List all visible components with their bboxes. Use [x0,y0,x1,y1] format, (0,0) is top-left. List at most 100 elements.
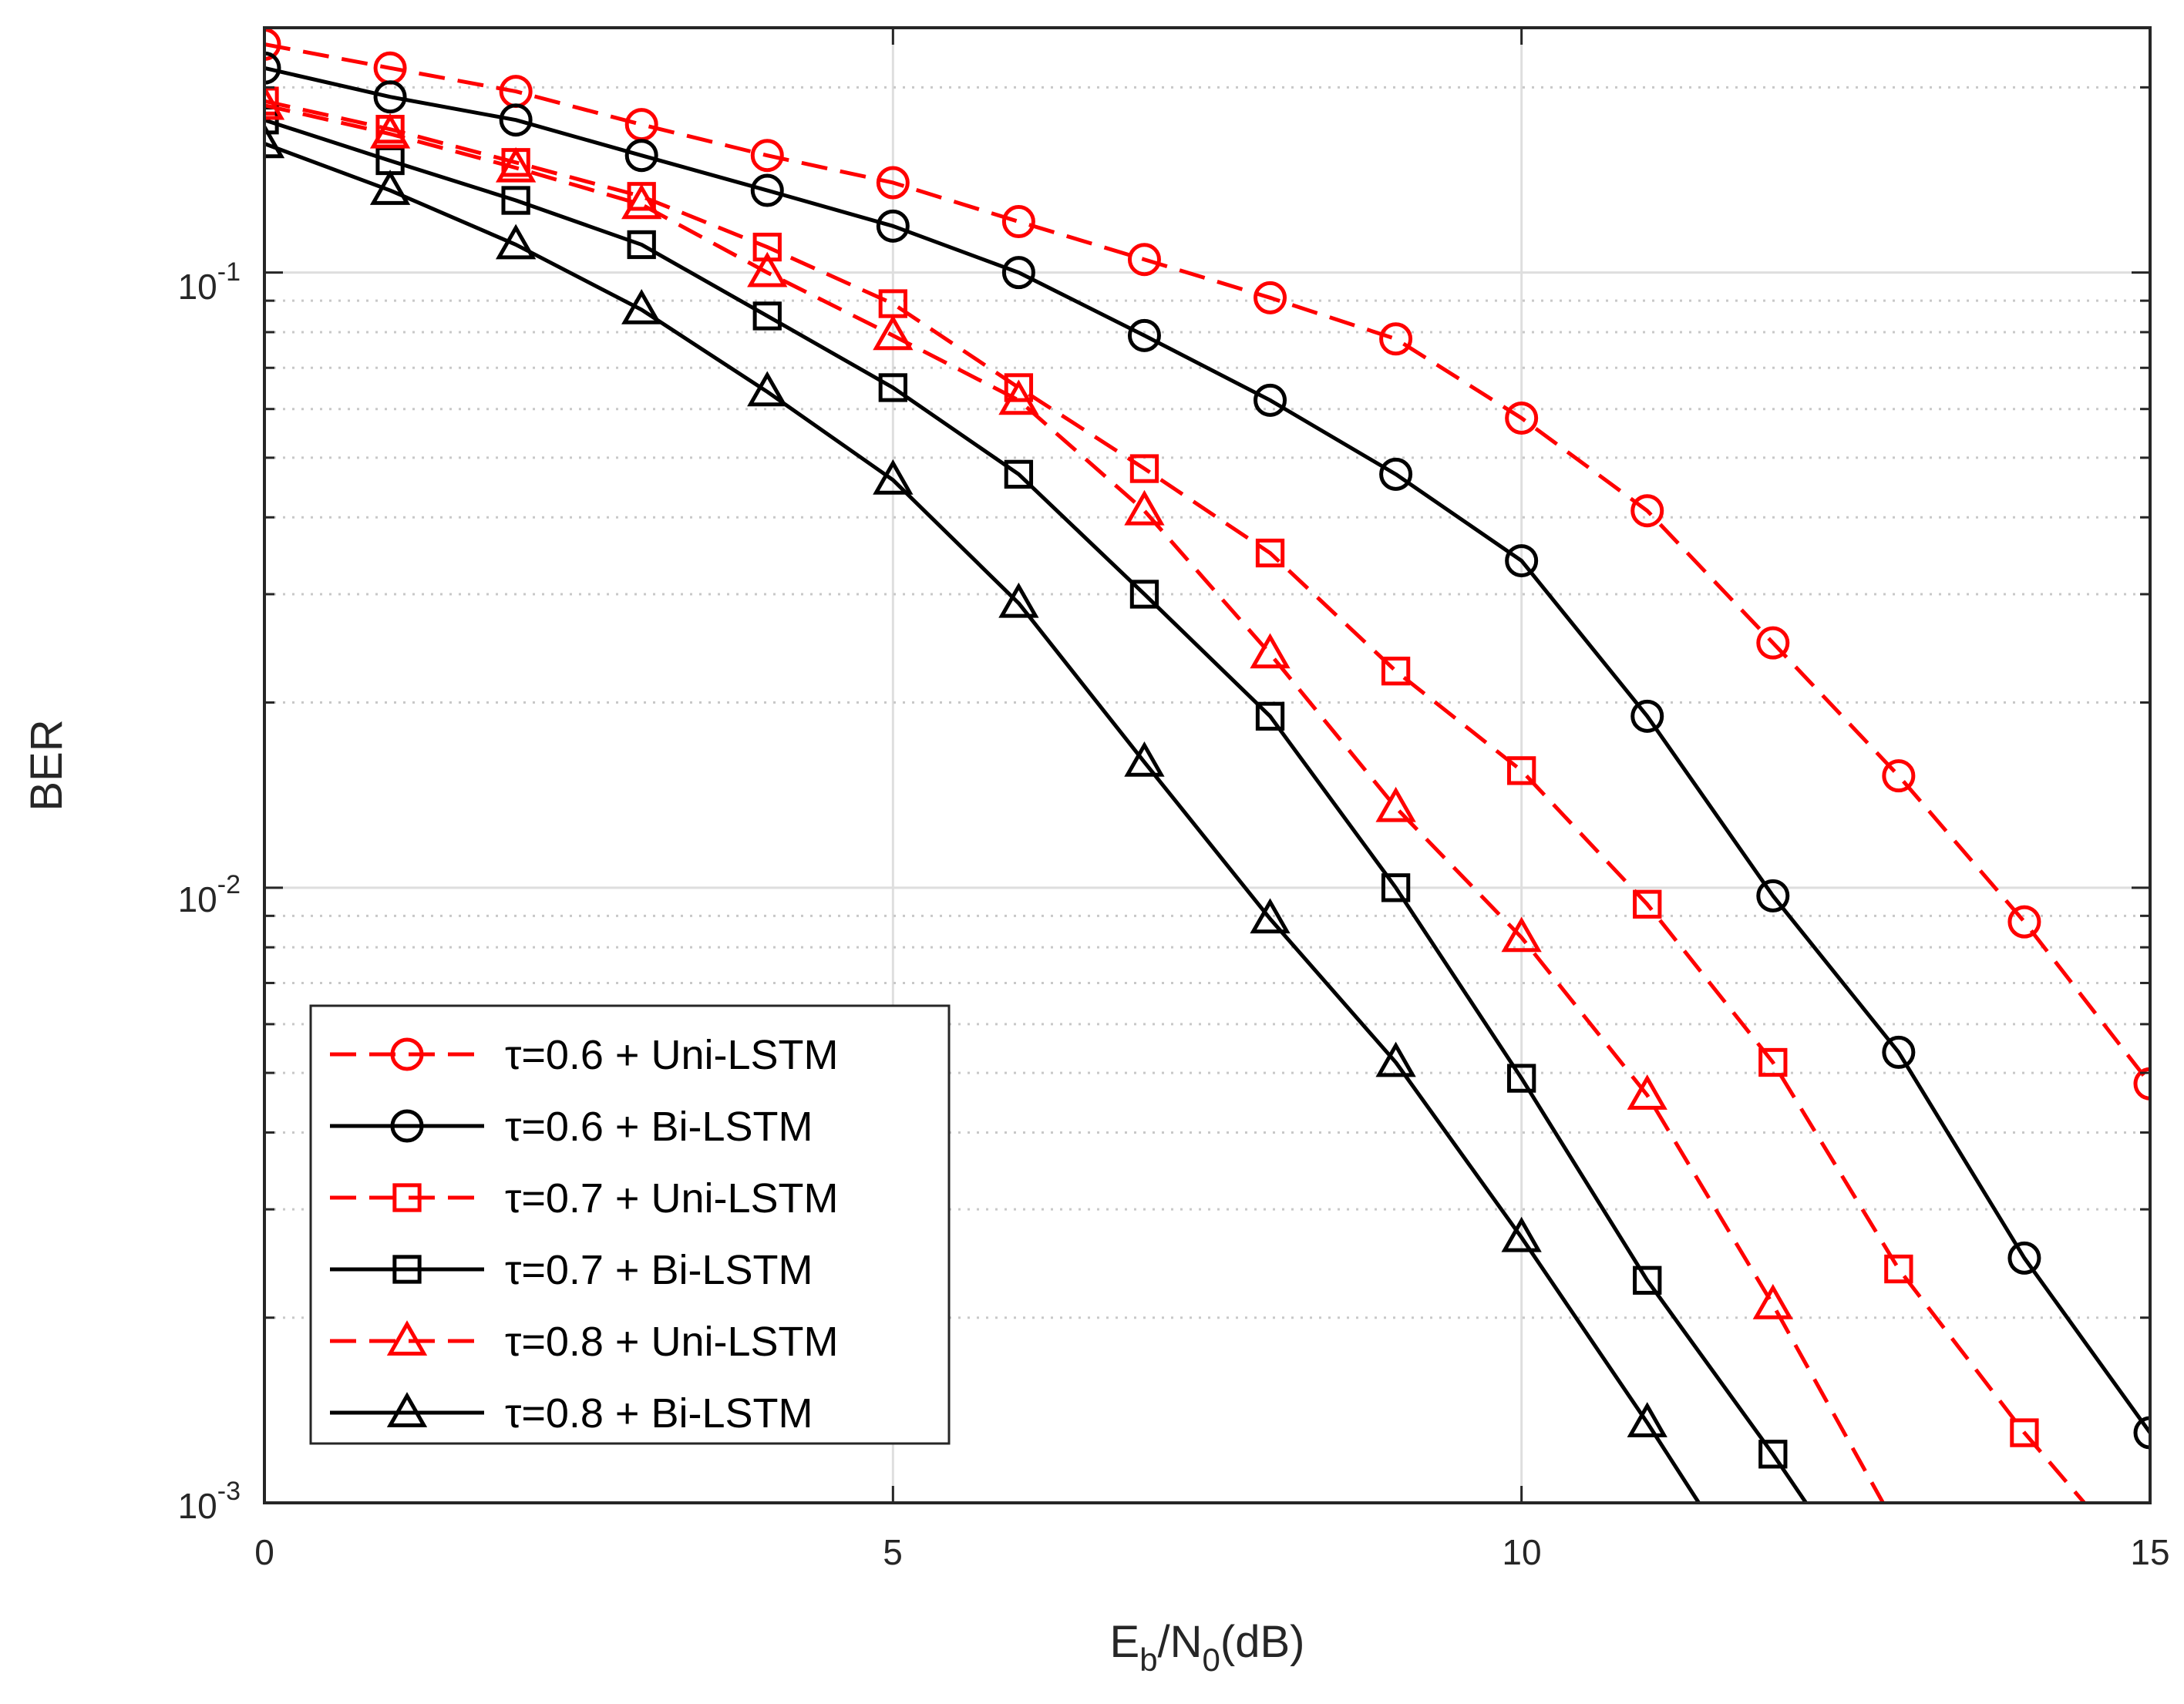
legend-entry: τ=0.8 + Uni-LSTM [330,1319,839,1365]
data-point [750,173,784,207]
data-point [264,28,281,61]
data-point [1379,457,1413,491]
legend-marker [392,1183,422,1212]
data-point [2007,905,2041,939]
legend-entry: τ=0.8 + Bi-LSTM [330,1390,813,1437]
data-point [264,123,285,159]
series-line [264,66,2150,1434]
data-point [1129,580,1159,609]
data-point [1124,489,1165,526]
data-point [1127,243,1161,277]
series-2 [264,51,2150,1450]
series-6 [264,123,1701,1503]
data-point [1758,1440,1788,1469]
data-point [1381,873,1411,902]
data-point [1501,1216,1542,1252]
data-point [876,166,910,200]
data-point [264,51,281,85]
data-point [1507,1064,1536,1093]
data-point [621,289,662,324]
data-point [1004,459,1034,489]
data-point [1255,538,1285,568]
legend-marker [386,1320,428,1356]
legend-entries: τ=0.6 + Uni-LSTM τ=0.6 + Bi-LSTM τ=0.7 + U… [330,1032,839,1437]
series-line [264,118,1809,1503]
legend-marker [386,1392,428,1427]
series-line [264,99,2088,1503]
data-point [1630,494,1664,528]
x-axis-label: Eb/N0(dB) [1110,1617,1305,1678]
x-tick-label: 15 [2130,1532,2169,1572]
data-point [1882,759,1916,793]
data-point [373,80,407,114]
data-point [1505,544,1539,578]
data-point [369,113,411,149]
legend-box [309,1004,951,1445]
data-point [1127,318,1161,352]
legend-marker [392,1255,422,1284]
legend-label: τ=0.7 + Uni-LSTM [505,1175,839,1222]
data-point [624,139,658,173]
data-point [1255,701,1285,731]
data-point [1633,1265,1662,1295]
data-point [495,146,537,183]
data-point [1758,1047,1788,1077]
data-point [1254,281,1287,314]
data-point [752,301,782,331]
data-point [495,224,537,260]
legend-marker [390,1109,424,1143]
y-tick-labels: 10-1 10-2 10-3 [178,257,241,1526]
series-1 [264,28,2150,1101]
data-point [873,314,914,351]
series-line [264,42,2150,1085]
data-point [1001,205,1035,239]
data-point [876,209,910,243]
data-point [264,84,285,120]
x-tick-label: 10 [1502,1532,1541,1572]
data-point [1001,256,1035,290]
legend-marker [390,1037,424,1071]
data-point [627,230,656,260]
y-tick-label: 10-2 [178,870,241,919]
data-point [1633,889,1662,919]
y-tick-label: 10-1 [178,257,241,307]
data-point [1375,786,1416,822]
data-point [1129,454,1159,483]
data-point [2133,1067,2150,1101]
data-point [1250,898,1291,934]
data-point [1381,657,1411,686]
data-point [2133,1416,2150,1450]
data-point [1882,1035,1916,1069]
data-point [1505,401,1539,435]
data-point [1004,373,1034,402]
data-point [750,139,784,173]
legend-entry: τ=0.6 + Bi-LSTM [330,1104,813,1150]
data-point [1884,1254,1913,1284]
y-axis-label: BER [22,719,72,811]
x-tick-label: 5 [883,1532,903,1572]
data-point [878,373,907,402]
data-point [873,459,914,495]
legend-label: τ=0.7 + Bi-LSTM [505,1247,813,1293]
data-point [998,379,1039,415]
data-point [1501,916,1542,953]
data-point [2010,1418,2039,1447]
y-tick-label: 10-3 [178,1477,241,1526]
data-point [1250,633,1291,669]
legend-entry: τ=0.7 + Uni-LSTM [330,1175,839,1222]
data-point [747,371,788,407]
series-5 [264,84,1886,1503]
legend-entry: τ=0.7 + Bi-LSTM [330,1247,813,1293]
x-tick-labels: 0 5 10 15 [254,1532,2169,1572]
data-point [1124,741,1165,777]
legend: τ=0.6 + Uni-LSTM τ=0.6 + Bi-LSTM τ=0.7 + U… [309,1004,951,1445]
data-point [747,251,788,287]
data-point [1375,1041,1416,1077]
data-point [621,183,662,220]
data-point [501,186,530,215]
series-group [264,28,2150,1503]
series-line [264,103,1886,1503]
legend-label: τ=0.6 + Bi-LSTM [505,1104,813,1150]
data-point [2007,1241,2041,1275]
data-point [1507,756,1536,785]
